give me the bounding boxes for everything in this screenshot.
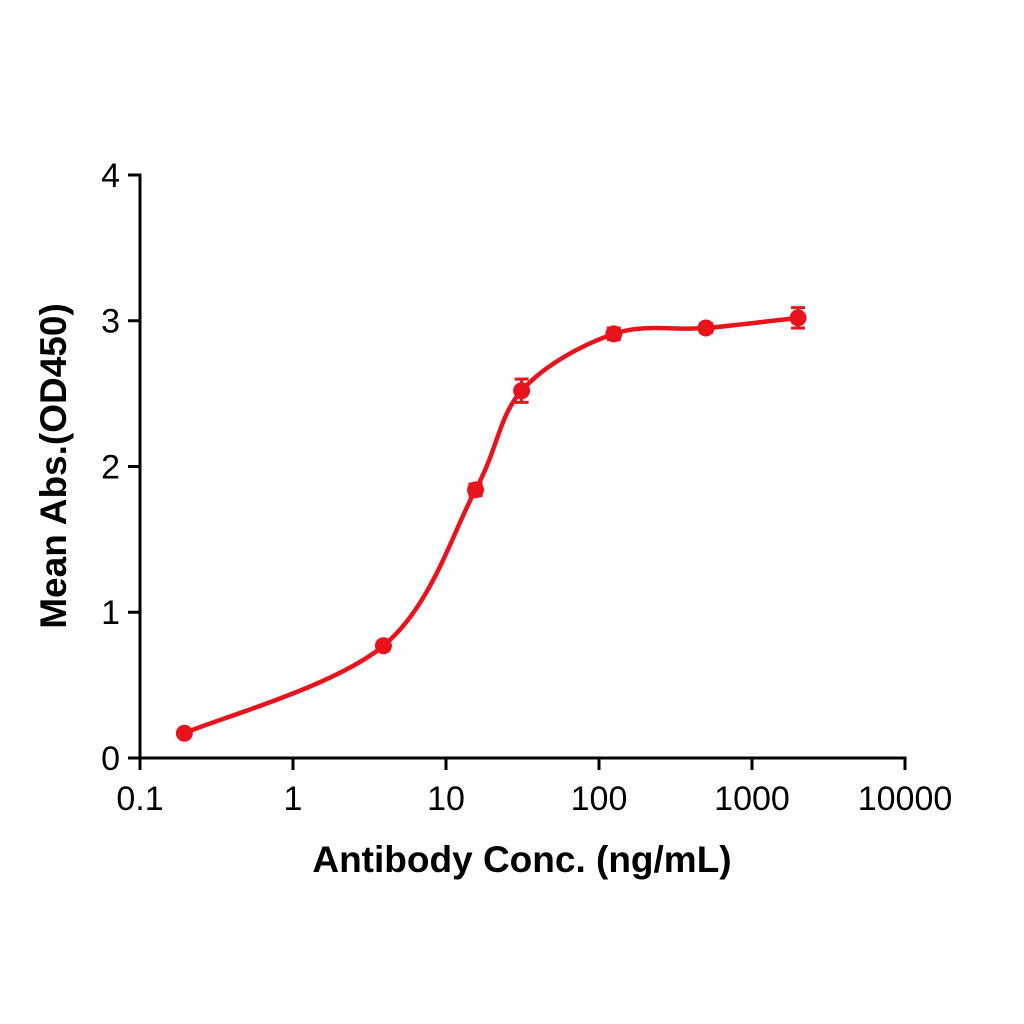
plot-area: 0.1 1 10 100 1000 10000 0 1 2 3 4 <box>101 157 952 818</box>
data-point <box>789 309 807 327</box>
y-tick-label: 0 <box>101 740 120 778</box>
data-point <box>605 325 623 343</box>
data-point <box>513 382 531 400</box>
data-point <box>697 319 715 337</box>
x-tick-label: 0.1 <box>116 780 163 818</box>
fit-curve <box>182 315 801 736</box>
data-point <box>175 724 193 742</box>
y-axis-label: Mean Abs.(OD450) <box>33 303 74 629</box>
y-tick-label: 4 <box>101 157 120 195</box>
y-tick-label: 1 <box>101 594 120 632</box>
data-point <box>374 637 392 655</box>
x-tick-label: 100 <box>571 780 628 818</box>
x-tick-label: 1000 <box>714 780 790 818</box>
x-tick-label: 1 <box>284 780 303 818</box>
x-tick-label: 10 <box>427 780 465 818</box>
y-tick-label: 2 <box>101 448 120 486</box>
y-tick-label: 3 <box>101 303 120 341</box>
data-point <box>467 481 485 499</box>
x-axis-label: Antibody Conc. (ng/mL) <box>312 839 731 880</box>
x-tick-label: 10000 <box>858 780 953 818</box>
axis-spines <box>138 173 907 760</box>
